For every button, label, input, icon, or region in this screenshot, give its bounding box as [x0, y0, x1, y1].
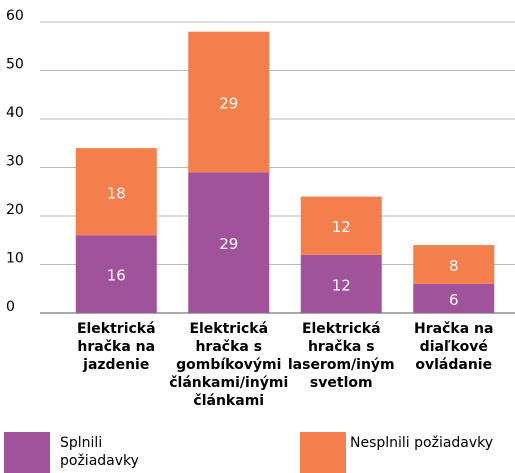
value-label: 12	[332, 276, 351, 294]
bar-segment	[300, 254, 382, 313]
y-tick-label: 10	[6, 251, 24, 267]
value-label: 6	[449, 291, 459, 309]
legend-label: Nesplnili požiadavky	[350, 435, 494, 451]
y-tick-label: 60	[6, 8, 24, 24]
bar-segment	[300, 196, 382, 255]
value-label: 8	[449, 257, 459, 275]
value-label: 12	[332, 218, 351, 236]
bar-segment	[188, 31, 270, 173]
x-tick-label: Elektrická hračka na jazdenie	[76, 321, 156, 373]
bar-segment	[413, 245, 495, 284]
x-tick-label: Elektrická hračka s laserom/iným svetlom	[287, 321, 395, 391]
y-tick-label: 30	[6, 154, 24, 170]
bar-segment	[413, 283, 495, 313]
value-label: 18	[107, 184, 126, 202]
legend-label: Splnili požiadavky	[60, 435, 139, 469]
bar-segment	[75, 148, 157, 236]
y-tick-label: 20	[6, 202, 24, 218]
bar-segment	[75, 235, 157, 313]
y-tick-label: 50	[6, 57, 24, 73]
value-label: 29	[219, 95, 238, 113]
bar-segment	[188, 172, 270, 313]
legend-swatch	[4, 432, 50, 473]
x-tick-label: Elektrická hračka s gombíkovými článkami…	[169, 321, 289, 409]
value-label: 16	[107, 267, 126, 285]
y-tick-label: 40	[6, 105, 24, 121]
value-label: 29	[219, 235, 238, 253]
x-tick-label: Hračka na diaľkové ovládanie	[414, 321, 494, 373]
legend-swatch	[300, 432, 346, 473]
y-tick-label: 0	[6, 299, 15, 315]
